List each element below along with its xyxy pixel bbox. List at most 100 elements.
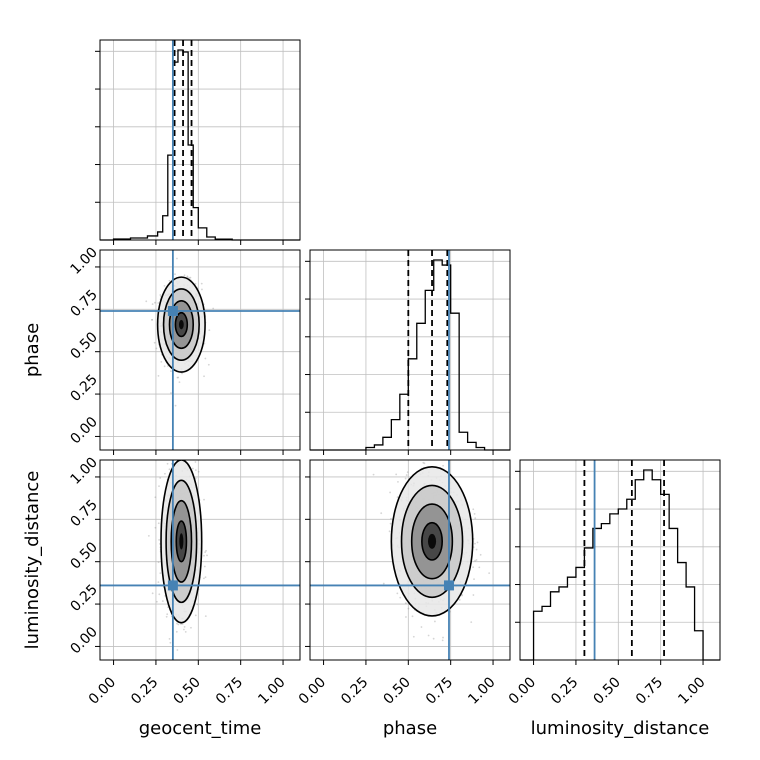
sample-point [166,613,169,616]
sample-point [208,329,211,332]
sample-point [203,498,205,501]
sample-point [204,615,207,617]
ylabel-luminosity-distance: luminosity_distance [22,471,43,650]
sample-point [157,581,160,583]
sample-point [202,577,205,580]
density-contour [400,484,464,599]
x-tick-label: 0.25 [548,674,581,707]
sample-point [407,607,410,610]
axis-labels: geocent_time phase luminosity_distance p… [22,323,709,739]
panel-frame [99,39,301,241]
sample-point [177,376,180,379]
sample-point [433,620,436,623]
density-panel-geocent-time-vs-luminosity-distance: 0.00 0.00 0.25 0.25 0.50 0.50 0.75 0.75 1.00 1.00 [68,451,301,708]
x-tick-label: 0.00 [296,674,329,707]
sample-point [168,454,170,456]
y-tick-label: 0.00 [68,624,101,657]
panel-frame [309,249,511,451]
sample-point [155,347,158,350]
sample-point [174,273,176,276]
sample-point [472,594,475,596]
sample-point [194,477,197,480]
sample-point [145,300,148,303]
truth-marker [167,306,178,317]
xlabel-luminosity-distance: luminosity_distance [531,718,710,739]
density-fill [427,533,437,549]
histogram-panel-phase [305,249,511,455]
sample-point [474,559,476,562]
sample-point [472,508,475,511]
sample-point [194,614,197,617]
sample-point [183,628,185,631]
density-contour [390,465,474,617]
sample-point [396,496,399,499]
sample-point [476,541,479,544]
sample-point [168,468,171,471]
sample-point [165,615,168,618]
y-tick-label: 0.25 [68,372,101,405]
x-tick-label: 1.00 [465,674,498,707]
corner-panels: 0.00 0.25 0.50 0.75 1.000.000.250.500.751.00… [68,39,721,708]
sample-point [405,474,408,476]
sample-point [427,634,430,637]
sample-point [181,372,183,375]
sample-point [164,472,166,475]
sample-point [473,512,476,515]
sample-point [405,616,407,618]
sample-point [151,318,153,321]
x-tick-label: 0.50 [171,674,204,707]
density-contour [421,521,444,561]
sample-point [183,274,186,277]
sample-point [158,538,161,541]
density-contour [170,499,193,583]
density-contour [410,503,454,580]
x-tick-label: 0.25 [338,674,371,707]
histogram-step [100,49,300,241]
sample-point [158,593,161,596]
sample-point [194,461,197,463]
y-tick-label: 0.50 [68,329,101,362]
y-tick-label: 0.00 [68,414,101,447]
sample-point [474,517,477,520]
sample-point [197,470,200,473]
sample-point [194,282,197,285]
sample-point [472,566,475,569]
sample-point [147,534,150,537]
panel-frame [519,459,721,661]
sample-point [205,549,207,552]
y-tick-label: 1.00 [68,244,101,277]
sample-point [388,530,391,533]
sample-point [441,639,444,642]
sample-point [161,600,164,602]
sample-point [157,302,160,304]
sample-point [163,365,166,368]
sample-point [406,471,409,474]
sample-point [474,542,476,545]
sample-point [397,480,399,483]
sample-point [389,522,392,525]
sample-point [475,559,478,561]
sample-point [178,381,181,384]
sample-point [159,572,162,575]
sample-point [461,594,463,597]
sample-point [183,625,186,628]
panel-frame [99,249,301,451]
sample-point [183,451,185,453]
sample-point [196,603,199,606]
sample-point [479,553,482,556]
sample-point [190,626,192,629]
sample-point [412,635,415,638]
sample-point [404,602,407,605]
sample-point [404,477,407,480]
sample-point [159,294,162,296]
y-tick-label: 0.50 [68,539,101,572]
density-contour [162,288,200,361]
y-tick-label: 0.75 [68,287,101,320]
sample-point [160,360,163,363]
sample-point [194,469,197,472]
sample-point [163,284,166,287]
sample-point [177,623,180,626]
panel-background [310,250,510,450]
density-panel-phase-vs-luminosity-distance: 0.00 0.25 0.50 0.75 1.00 [296,459,511,708]
